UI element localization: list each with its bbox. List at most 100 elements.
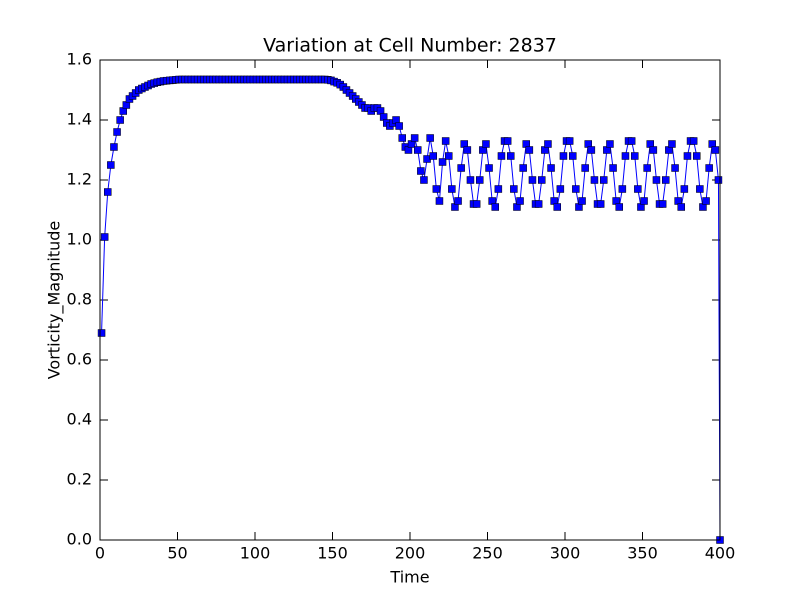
- marker: [553, 203, 561, 211]
- x-tick-label: 300: [550, 544, 581, 563]
- marker: [590, 176, 599, 184]
- marker: [516, 197, 524, 205]
- marker: [429, 152, 437, 160]
- marker: [572, 185, 580, 193]
- marker: [448, 185, 456, 193]
- marker: [677, 203, 685, 211]
- marker: [503, 137, 512, 145]
- y-tick-label: 1.2: [67, 170, 92, 189]
- x-tick-label: 350: [627, 544, 658, 563]
- marker: [680, 185, 689, 193]
- y-tick-label: 0.2: [67, 470, 92, 489]
- marker: [417, 167, 425, 175]
- marker: [534, 200, 543, 208]
- marker: [497, 152, 506, 160]
- marker: [472, 200, 481, 208]
- marker: [466, 176, 475, 184]
- marker: [662, 176, 670, 184]
- y-tick-label: 0.6: [67, 350, 92, 369]
- x-tick-label: 50: [167, 544, 187, 563]
- marker: [107, 161, 115, 169]
- marker: [454, 197, 462, 205]
- marker: [463, 146, 472, 154]
- marker: [426, 134, 434, 142]
- x-tick-label: 250: [472, 544, 503, 563]
- marker: [652, 176, 661, 184]
- y-axis-label: Vorticity_Magnitude: [45, 221, 65, 380]
- marker: [491, 203, 499, 211]
- marker: [420, 176, 428, 184]
- marker: [711, 146, 720, 154]
- marker: [410, 134, 419, 142]
- x-tick-label: 100: [240, 544, 271, 563]
- y-tick-label: 1.6: [67, 50, 92, 69]
- x-tick-label: 200: [395, 544, 426, 563]
- y-tick-label: 0.0: [67, 530, 92, 549]
- marker: [581, 164, 589, 172]
- marker: [606, 140, 614, 148]
- marker: [398, 134, 406, 142]
- marker: [395, 122, 403, 130]
- marker: [569, 152, 577, 160]
- marker: [559, 152, 568, 160]
- marker: [618, 185, 627, 193]
- marker: [438, 158, 447, 166]
- marker: [445, 152, 453, 160]
- y-tick-label: 0.4: [67, 410, 92, 429]
- marker: [538, 176, 546, 184]
- marker: [634, 185, 642, 193]
- marker: [113, 128, 121, 136]
- chart-title: Variation at Cell Number: 2837: [263, 35, 557, 57]
- marker: [494, 185, 503, 193]
- marker: [544, 140, 552, 148]
- marker: [649, 146, 658, 154]
- marker: [587, 146, 596, 154]
- marker: [609, 164, 617, 172]
- axes-frame: [99, 59, 721, 541]
- marker: [693, 152, 701, 160]
- marker: [627, 137, 636, 145]
- x-tick-label: 150: [317, 544, 348, 563]
- marker: [668, 140, 676, 148]
- marker: [441, 137, 450, 145]
- marker: [671, 164, 679, 172]
- marker: [525, 146, 534, 154]
- marker: [565, 137, 574, 145]
- marker: [435, 197, 444, 205]
- marker: [578, 197, 586, 205]
- x-axis-label: Time: [389, 568, 429, 587]
- marker: [519, 164, 527, 172]
- marker: [689, 137, 698, 145]
- marker: [100, 233, 109, 241]
- marker: [547, 164, 555, 172]
- marker: [702, 197, 710, 205]
- marker: [110, 143, 118, 151]
- marker: [476, 176, 484, 184]
- marker: [696, 185, 704, 193]
- marker: [714, 176, 723, 184]
- marker: [600, 176, 608, 184]
- marker: [116, 116, 124, 124]
- marker: [97, 329, 106, 337]
- marker: [705, 164, 713, 172]
- marker: [528, 176, 537, 184]
- marker: [507, 152, 515, 160]
- marker: [683, 152, 692, 160]
- marker: [482, 140, 490, 148]
- marker: [414, 146, 422, 154]
- x-tick-label: 0: [95, 544, 105, 563]
- marker: [432, 185, 441, 193]
- marker: [640, 197, 648, 205]
- marker: [615, 203, 623, 211]
- marker: [621, 152, 630, 160]
- marker: [510, 185, 518, 193]
- y-tick-label: 1.4: [67, 110, 92, 129]
- marker: [485, 164, 493, 172]
- marker: [457, 164, 465, 172]
- marker: [643, 164, 651, 172]
- marker: [596, 200, 605, 208]
- y-tick-label: 1.0: [67, 230, 92, 249]
